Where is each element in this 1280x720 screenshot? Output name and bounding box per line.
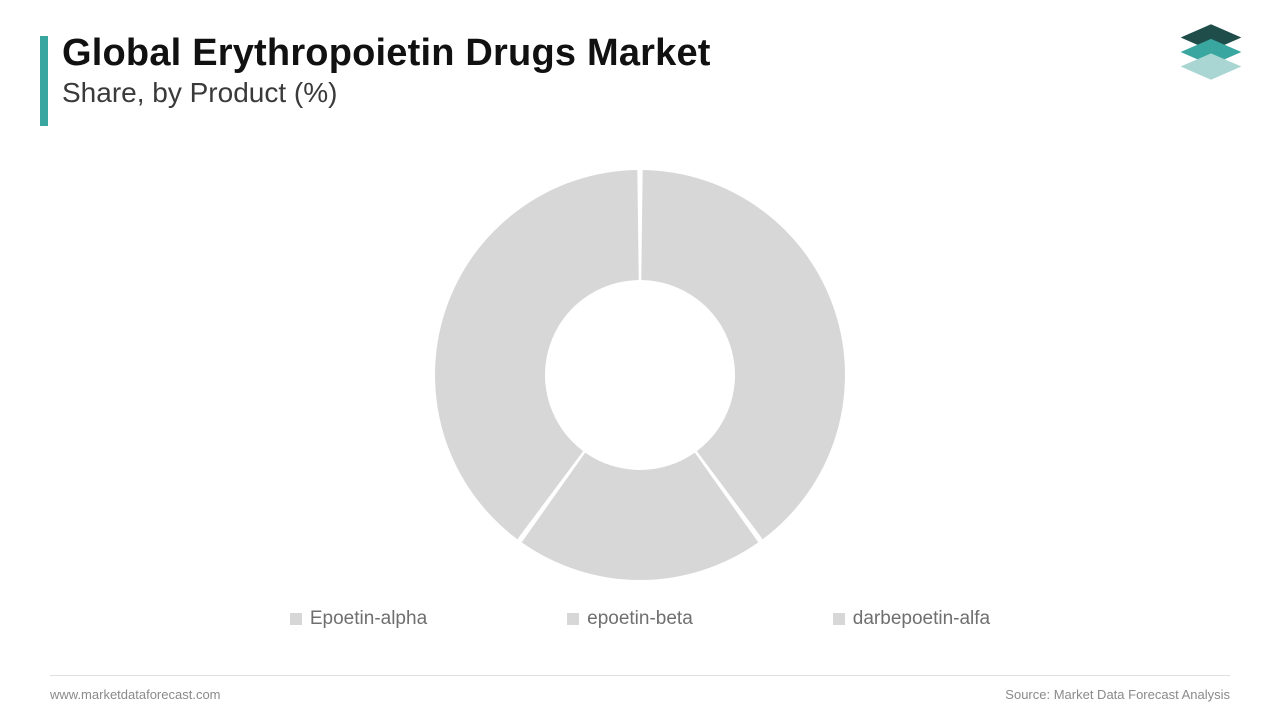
accent-bar xyxy=(40,36,48,126)
footer: www.marketdataforecast.com Source: Marke… xyxy=(0,687,1280,702)
footer-divider xyxy=(50,675,1230,676)
legend-item: epoetin-beta xyxy=(567,608,693,630)
brand-logo xyxy=(1178,24,1244,84)
stack-layers-icon xyxy=(1178,24,1244,84)
legend-item: Epoetin-alpha xyxy=(290,608,427,630)
legend-item: darbepoetin-alfa xyxy=(833,608,990,630)
chart-area xyxy=(0,150,1280,600)
legend-swatch-icon xyxy=(567,613,579,625)
legend: Epoetin-alpha epoetin-beta darbepoetin-a… xyxy=(0,608,1280,630)
footer-left: www.marketdataforecast.com xyxy=(50,687,221,702)
donut-chart xyxy=(425,160,855,590)
legend-label: darbepoetin-alfa xyxy=(853,608,990,630)
titles: Global Erythropoietin Drugs Market Share… xyxy=(62,32,711,109)
logo-layer-bottom xyxy=(1181,53,1242,79)
title-block: Global Erythropoietin Drugs Market Share… xyxy=(40,32,711,126)
legend-label: epoetin-beta xyxy=(587,608,693,630)
legend-label: Epoetin-alpha xyxy=(310,608,427,630)
legend-swatch-icon xyxy=(833,613,845,625)
page-subtitle: Share, by Product (%) xyxy=(62,77,711,109)
footer-right: Source: Market Data Forecast Analysis xyxy=(1005,687,1230,702)
page-title: Global Erythropoietin Drugs Market xyxy=(62,32,711,75)
legend-swatch-icon xyxy=(290,613,302,625)
page: Global Erythropoietin Drugs Market Share… xyxy=(0,0,1280,720)
